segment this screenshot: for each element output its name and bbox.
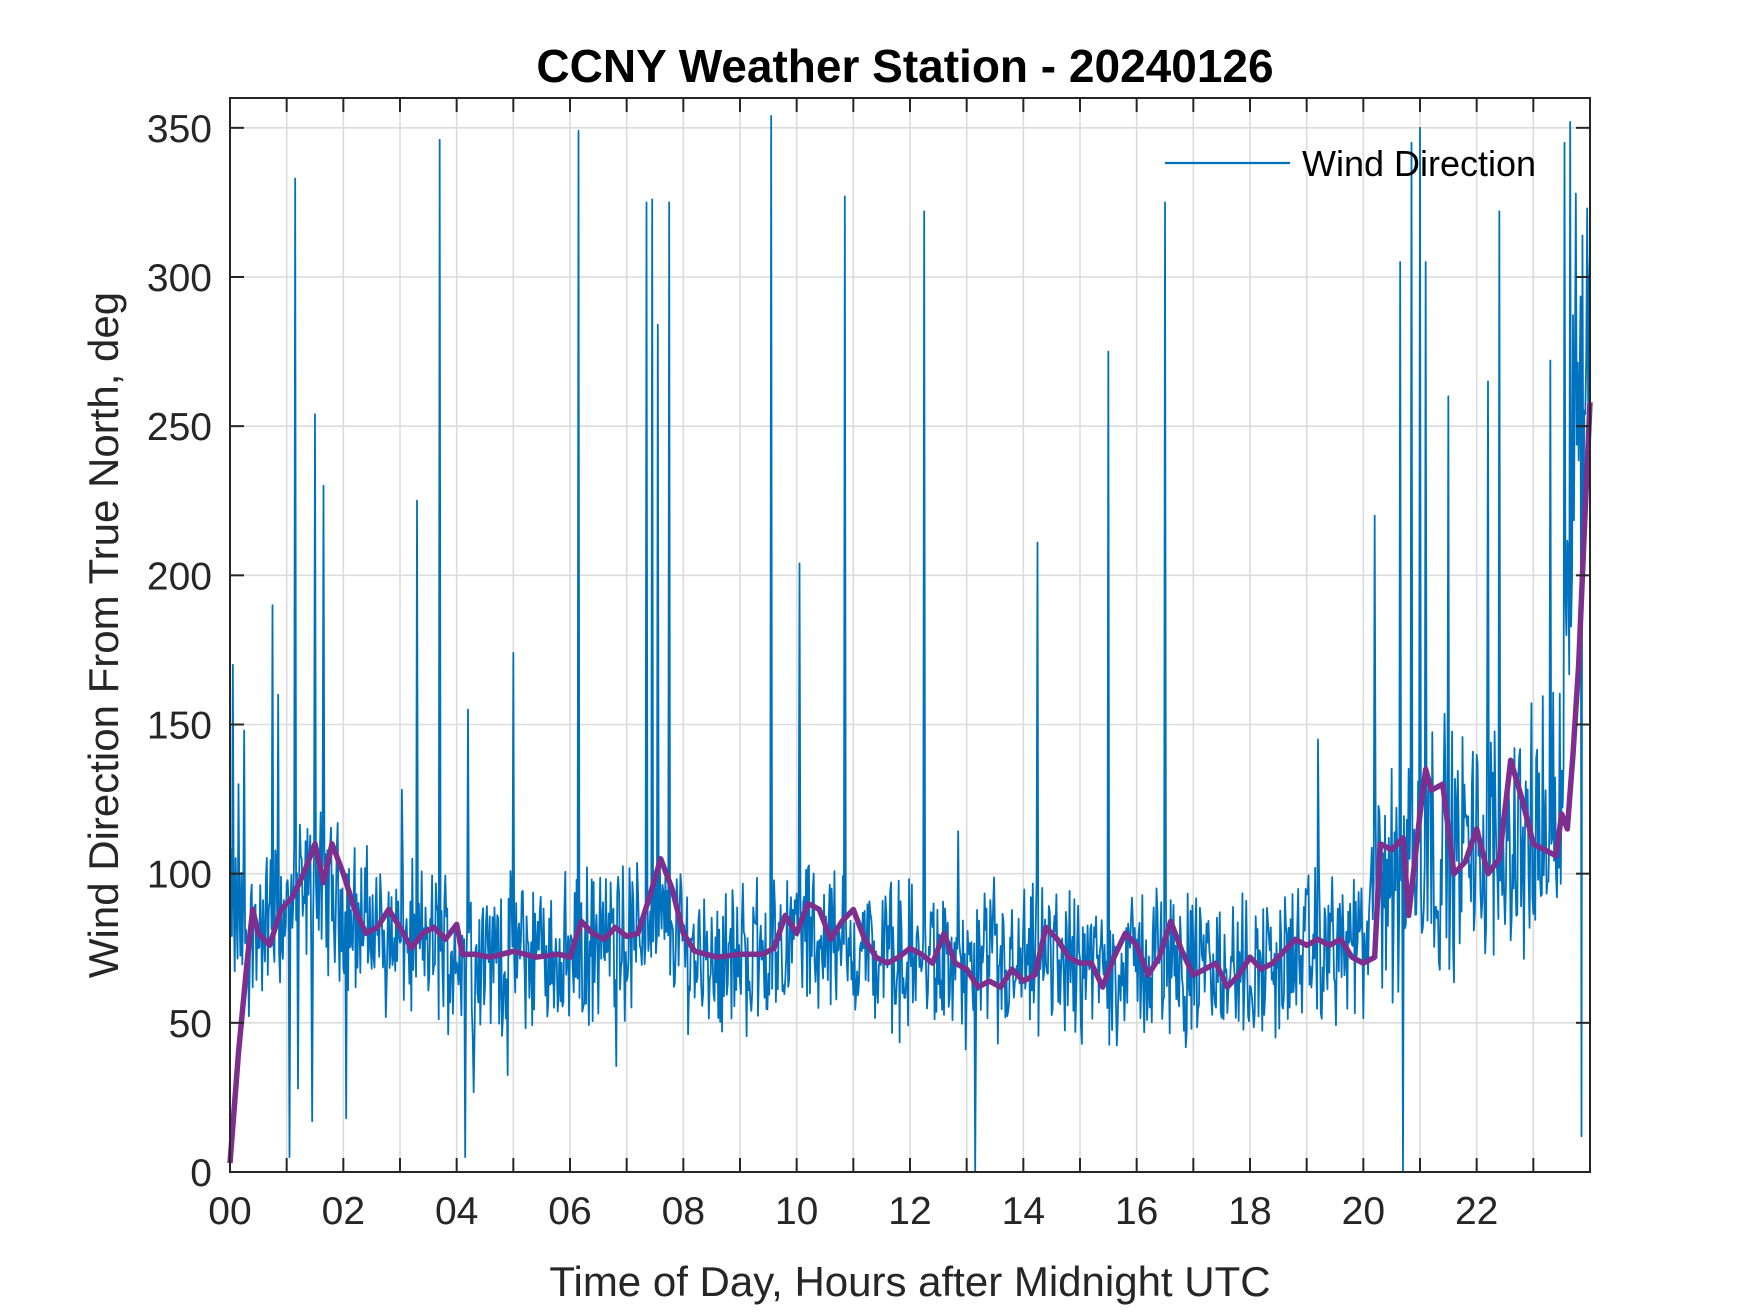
x-tick-label: 12 [888,1190,931,1233]
y-tick-label: 100 [147,854,212,897]
axis-ticks [229,98,1591,1173]
x-tick-label: 06 [548,1190,591,1233]
x-tick-label: 04 [435,1190,478,1233]
y-tick-labels: 0 50 100 150 200 250 300 350 [147,108,212,1195]
chart-title: CCNY Weather Station - 20240126 [536,40,1273,92]
x-tick-label: 20 [1342,1190,1385,1233]
y-axis-label: Wind Direction From True North, deg [80,292,127,978]
y-tick-label: 250 [147,406,212,449]
y-tick-label: 150 [147,705,212,748]
x-tick-labels: 00 02 04 06 08 10 12 14 16 18 20 22 [208,1190,1498,1233]
y-tick-label: 300 [147,257,212,300]
y-tick-label: 0 [190,1152,212,1195]
smoothed-series-line [227,402,1593,1164]
y-tick-label: 350 [147,108,212,151]
x-tick-label: 00 [208,1190,251,1233]
x-tick-label: 16 [1115,1190,1158,1233]
x-tick-label: 02 [322,1190,365,1233]
y-tick-label: 50 [169,1003,212,1046]
legend-label-wind-direction: Wind Direction [1302,143,1536,184]
smoothed-series-group [227,402,1593,1164]
x-tick-label: 14 [1002,1190,1045,1233]
x-axis-label: Time of Day, Hours after Midnight UTC [549,1258,1270,1305]
x-tick-label: 18 [1228,1190,1271,1233]
x-tick-label: 08 [662,1190,705,1233]
x-tick-label: 10 [775,1190,818,1233]
x-tick-label: 22 [1455,1190,1498,1233]
y-tick-label: 200 [147,555,212,598]
legend: Wind Direction [1165,143,1536,184]
